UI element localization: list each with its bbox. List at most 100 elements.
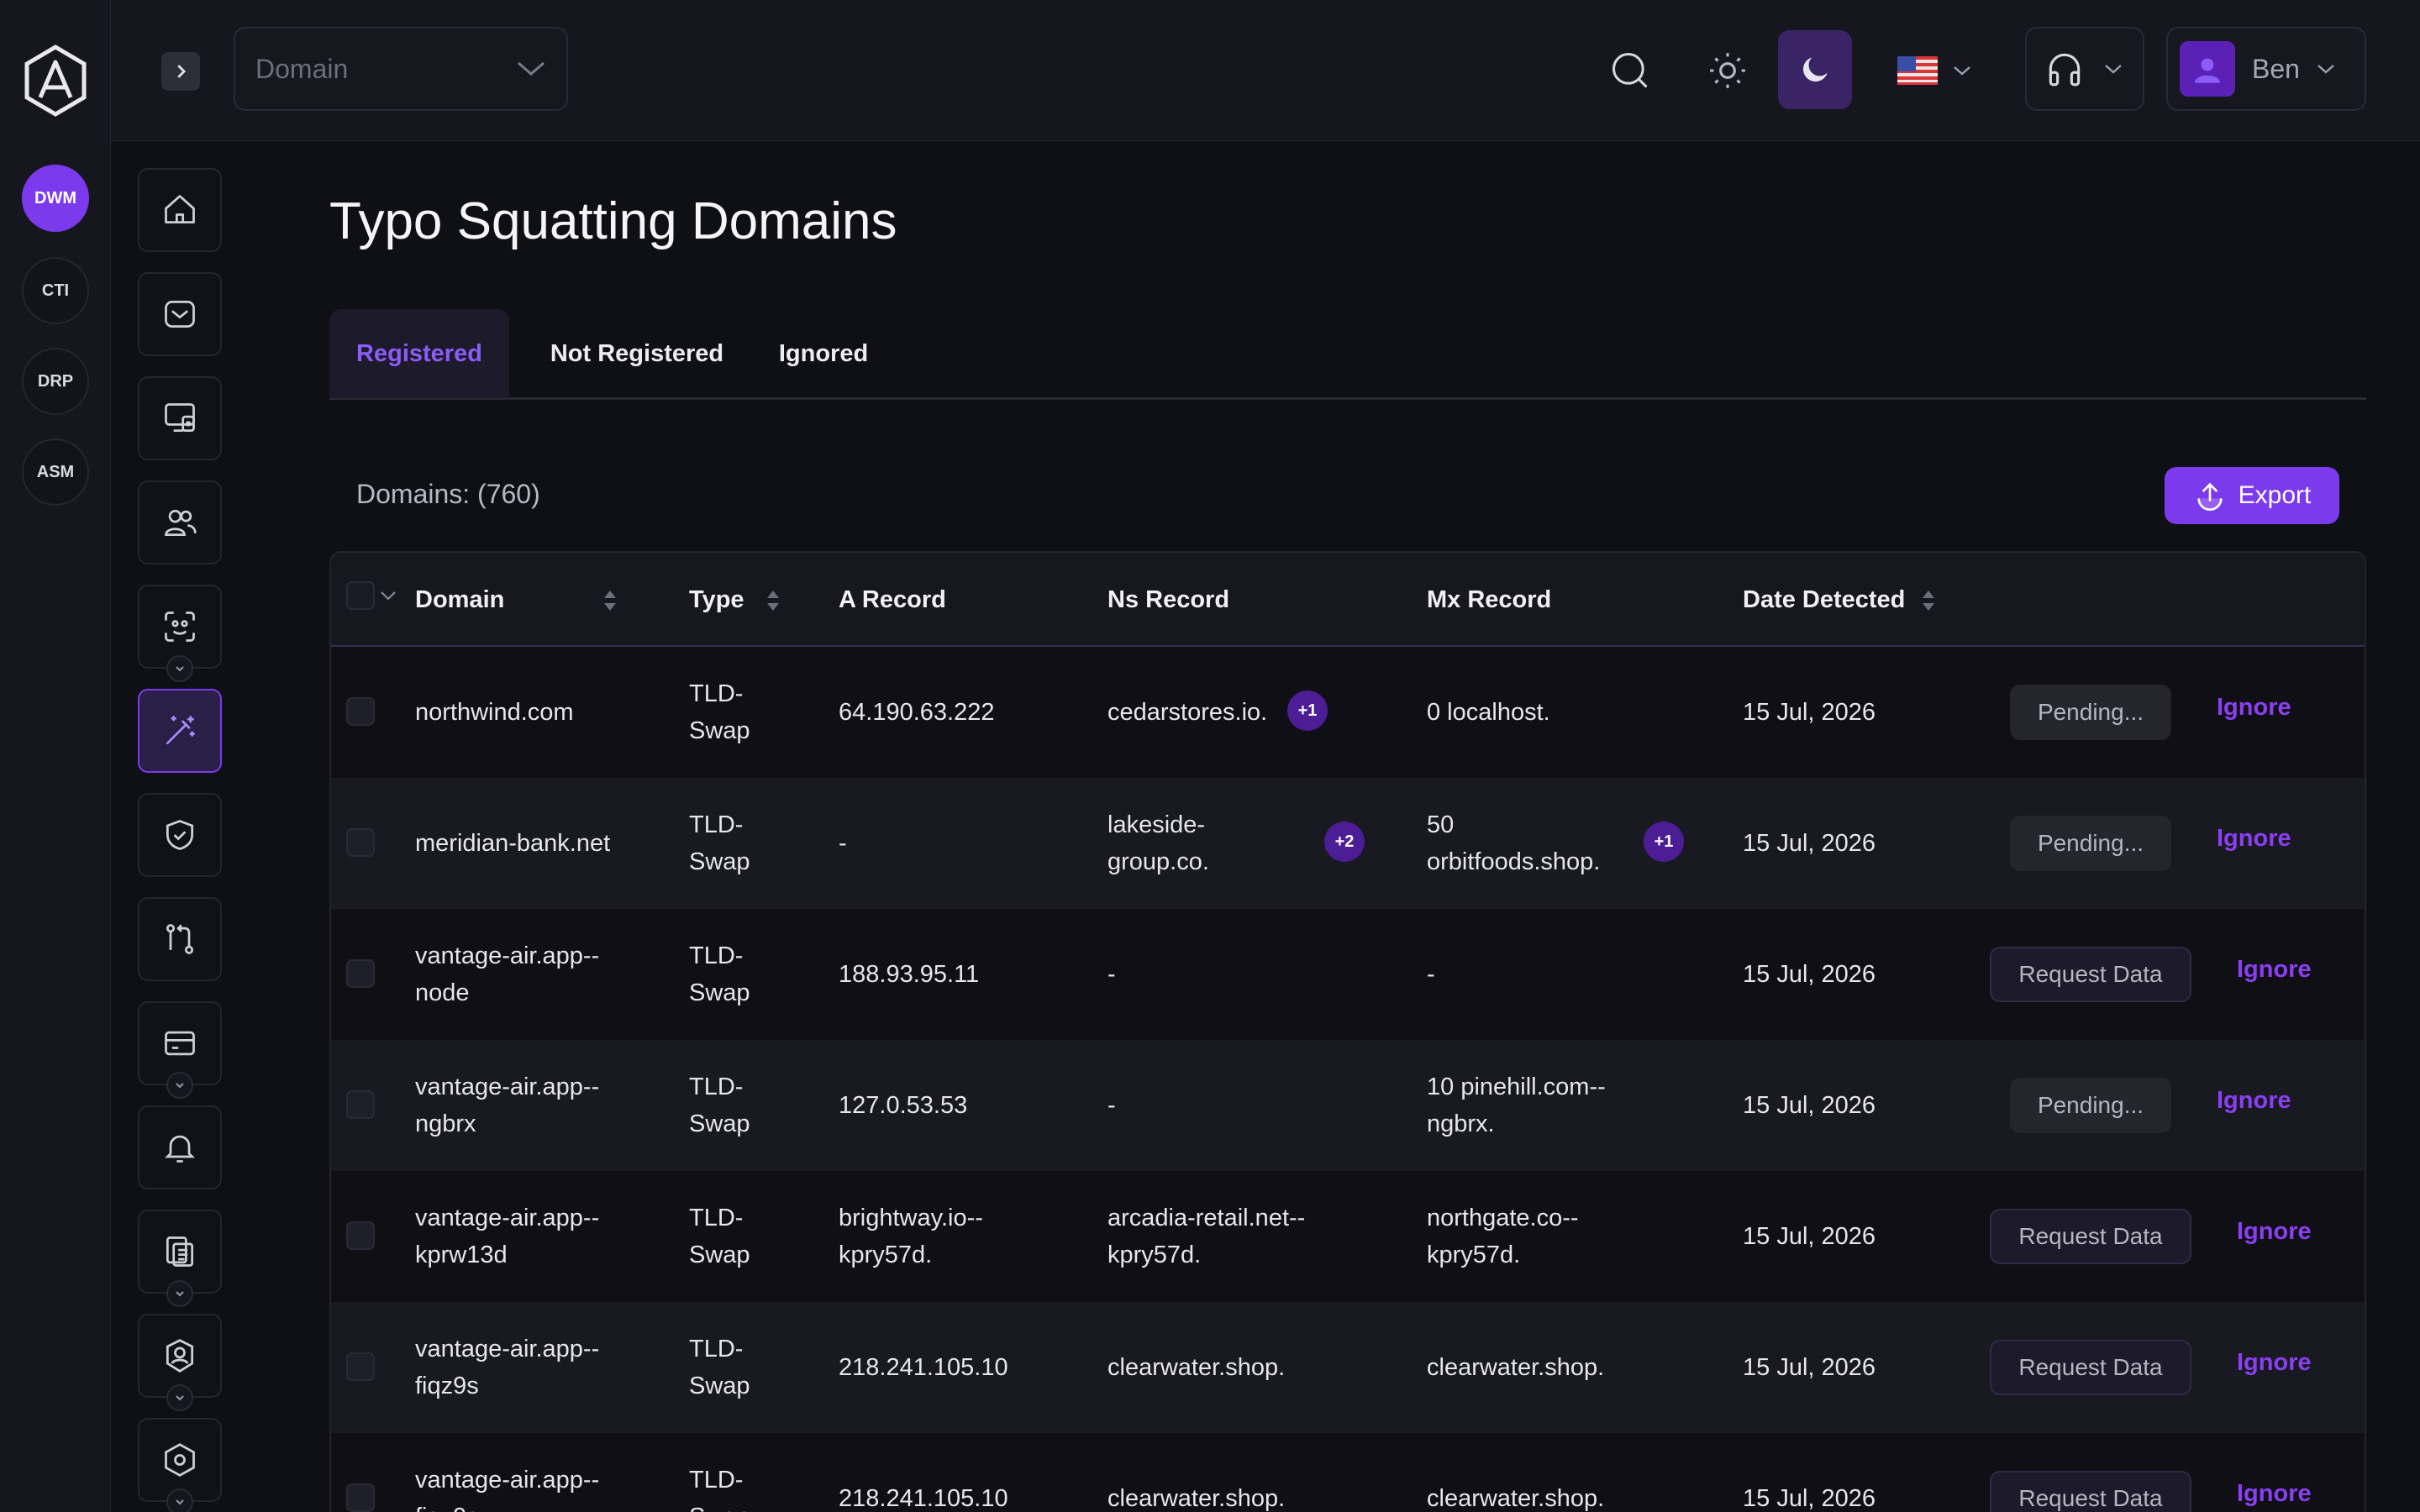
ns-more-badge[interactable]: +2 [1324, 822, 1365, 862]
support-menu[interactable] [2025, 27, 2144, 111]
expand-chevron-icon[interactable] [166, 1280, 193, 1307]
ns-record-cell-line: clearwater.shop. [1107, 1485, 1286, 1512]
column-header-date-detected[interactable]: Date Detected [1743, 586, 1937, 614]
product-drp-button[interactable]: DRP [22, 348, 89, 415]
mx-record-cell: clearwater.shop. [1427, 1480, 1604, 1512]
product-dwm-button[interactable]: DWM [22, 165, 89, 232]
request-data-button[interactable]: Request Data [1990, 1209, 2191, 1264]
type-cell-line: Swap [689, 1373, 750, 1399]
nav-compare[interactable] [138, 897, 222, 981]
nav-cards[interactable] [138, 1001, 222, 1085]
request-data-button[interactable]: Request Data [1990, 947, 2191, 1002]
type-cell-line: TLD- [689, 811, 744, 838]
tab-ignored[interactable]: Ignored [778, 339, 869, 367]
nav-devices[interactable] [138, 1210, 222, 1294]
nav-mail[interactable] [138, 272, 222, 356]
product-label: DRP [37, 371, 74, 391]
mx-record-cell-line: clearwater.shop. [1427, 1485, 1605, 1512]
ignore-link[interactable]: Ignore [2217, 825, 2291, 852]
table-row: northwind.com TLD- Swap 64.190.63.222 cedars… [331, 647, 2365, 778]
ignore-link[interactable]: Ignore [2237, 956, 2312, 983]
tab-registered[interactable]: Registered [329, 309, 509, 398]
app-logo-icon[interactable] [22, 44, 89, 118]
shield-check-icon [166, 820, 194, 850]
ignore-link[interactable]: Ignore [2237, 1480, 2312, 1507]
table-row: vantage-air.app-- ngbrx TLD- Swap 127.0.53.5… [331, 1040, 2365, 1171]
request-data-button[interactable]: Request Data [1990, 1471, 2191, 1512]
row-checkbox[interactable] [346, 828, 375, 857]
domain-cell-line: kprw13d [415, 1242, 508, 1268]
nav-shield[interactable] [138, 793, 222, 877]
nav-user-shield[interactable] [138, 1314, 222, 1398]
type-cell-line: TLD- [689, 680, 744, 707]
nav-alerts[interactable] [138, 1105, 222, 1189]
table-row: vantage-air.app-- kprw13d TLD- Swap brightwa… [331, 1171, 2365, 1302]
mx-record-cell-line: orbitfoods.shop. [1427, 848, 1601, 875]
ns-more-badge[interactable]: +1 [1287, 690, 1328, 731]
language-select[interactable] [1897, 52, 1990, 89]
avatar [2180, 41, 2235, 97]
ignore-link[interactable]: Ignore [2217, 1087, 2291, 1114]
user-menu[interactable]: Ben [2166, 27, 2366, 111]
pending-status-button[interactable]: Pending... [2010, 816, 2171, 871]
expand-chevron-icon[interactable] [166, 1488, 193, 1512]
type-cell-line: Swap [689, 717, 750, 744]
type-cell: TLD- Swap [689, 1200, 750, 1273]
dark-theme-button[interactable] [1778, 30, 1852, 109]
select-all-checkbox[interactable] [346, 581, 375, 610]
expand-chevron-icon[interactable] [166, 1384, 193, 1411]
domain-select-placeholder: Domain [255, 53, 349, 84]
nav-users[interactable] [138, 480, 222, 564]
product-label: DWM [34, 188, 76, 207]
sidebar-toggle-button[interactable] [161, 52, 200, 91]
row-checkbox[interactable] [346, 959, 375, 988]
row-checkbox[interactable] [346, 697, 375, 726]
row-checkbox[interactable] [346, 1483, 375, 1512]
export-button[interactable]: Export [2165, 467, 2339, 524]
column-header-ns-record: Ns Record [1107, 586, 1229, 614]
product-label: ASM [36, 462, 75, 481]
domain-cell: vantage-air.app-- fiqz9s [415, 1331, 599, 1404]
ns-record-cell: cedarstores.io. [1107, 694, 1267, 731]
expand-chevron-icon[interactable] [166, 1072, 193, 1099]
table-row: vantage-air.app-- fiqz9s TLD- Swap 218.241.1… [331, 1433, 2365, 1512]
row-checkbox[interactable] [346, 1352, 375, 1381]
type-cell: TLD- Swap [689, 806, 750, 880]
column-header-domain[interactable]: Domain [415, 586, 618, 614]
row-checkbox[interactable] [346, 1090, 375, 1119]
export-label: Export [2238, 481, 2312, 509]
product-cti-button[interactable]: CTI [22, 257, 89, 324]
mx-more-badge[interactable]: +1 [1644, 822, 1684, 862]
nav-typo-squatting[interactable] [138, 689, 222, 773]
nav-home[interactable] [138, 168, 222, 252]
request-data-button[interactable]: Request Data [1990, 1340, 2191, 1395]
a-record-cell-line: 218.241.105.10 [839, 1485, 1008, 1512]
domain-cell: vantage-air.app-- fiqz9s [415, 1462, 599, 1512]
date-detected-cell: 15 Jul, 2026 [1743, 961, 1876, 988]
pending-status-button[interactable]: Pending... [2010, 685, 2171, 740]
nav-face-scan[interactable] [138, 585, 222, 669]
row-checkbox[interactable] [346, 1221, 375, 1250]
ignore-link[interactable]: Ignore [2217, 694, 2291, 721]
nav-monitor[interactable] [138, 376, 222, 460]
product-asm-button[interactable]: ASM [22, 438, 89, 506]
tab-not-registered[interactable]: Not Registered [550, 339, 724, 367]
us-flag-icon [1897, 56, 1938, 85]
ignore-link[interactable]: Ignore [2237, 1218, 2312, 1245]
product-label: CTI [41, 281, 70, 300]
domain-cell-line: fiqz9s [415, 1373, 479, 1399]
column-header-mx-record: Mx Record [1427, 586, 1551, 614]
domain-select[interactable]: Domain [234, 27, 568, 111]
mx-record-cell: - [1427, 956, 1435, 993]
expand-chevron-icon[interactable] [166, 655, 193, 682]
nav-settings[interactable] [138, 1418, 222, 1502]
column-header-type[interactable]: Type [689, 586, 781, 614]
chevron-down-icon[interactable] [380, 590, 397, 601]
monitor-lock-icon [165, 403, 195, 433]
a-record-cell-line: - [839, 830, 847, 857]
ignore-link[interactable]: Ignore [2237, 1349, 2312, 1376]
pending-status-button[interactable]: Pending... [2010, 1078, 2171, 1133]
type-cell: TLD- Swap [689, 1331, 750, 1404]
light-theme-button[interactable] [1697, 40, 1758, 101]
search-button[interactable] [1605, 45, 1655, 96]
